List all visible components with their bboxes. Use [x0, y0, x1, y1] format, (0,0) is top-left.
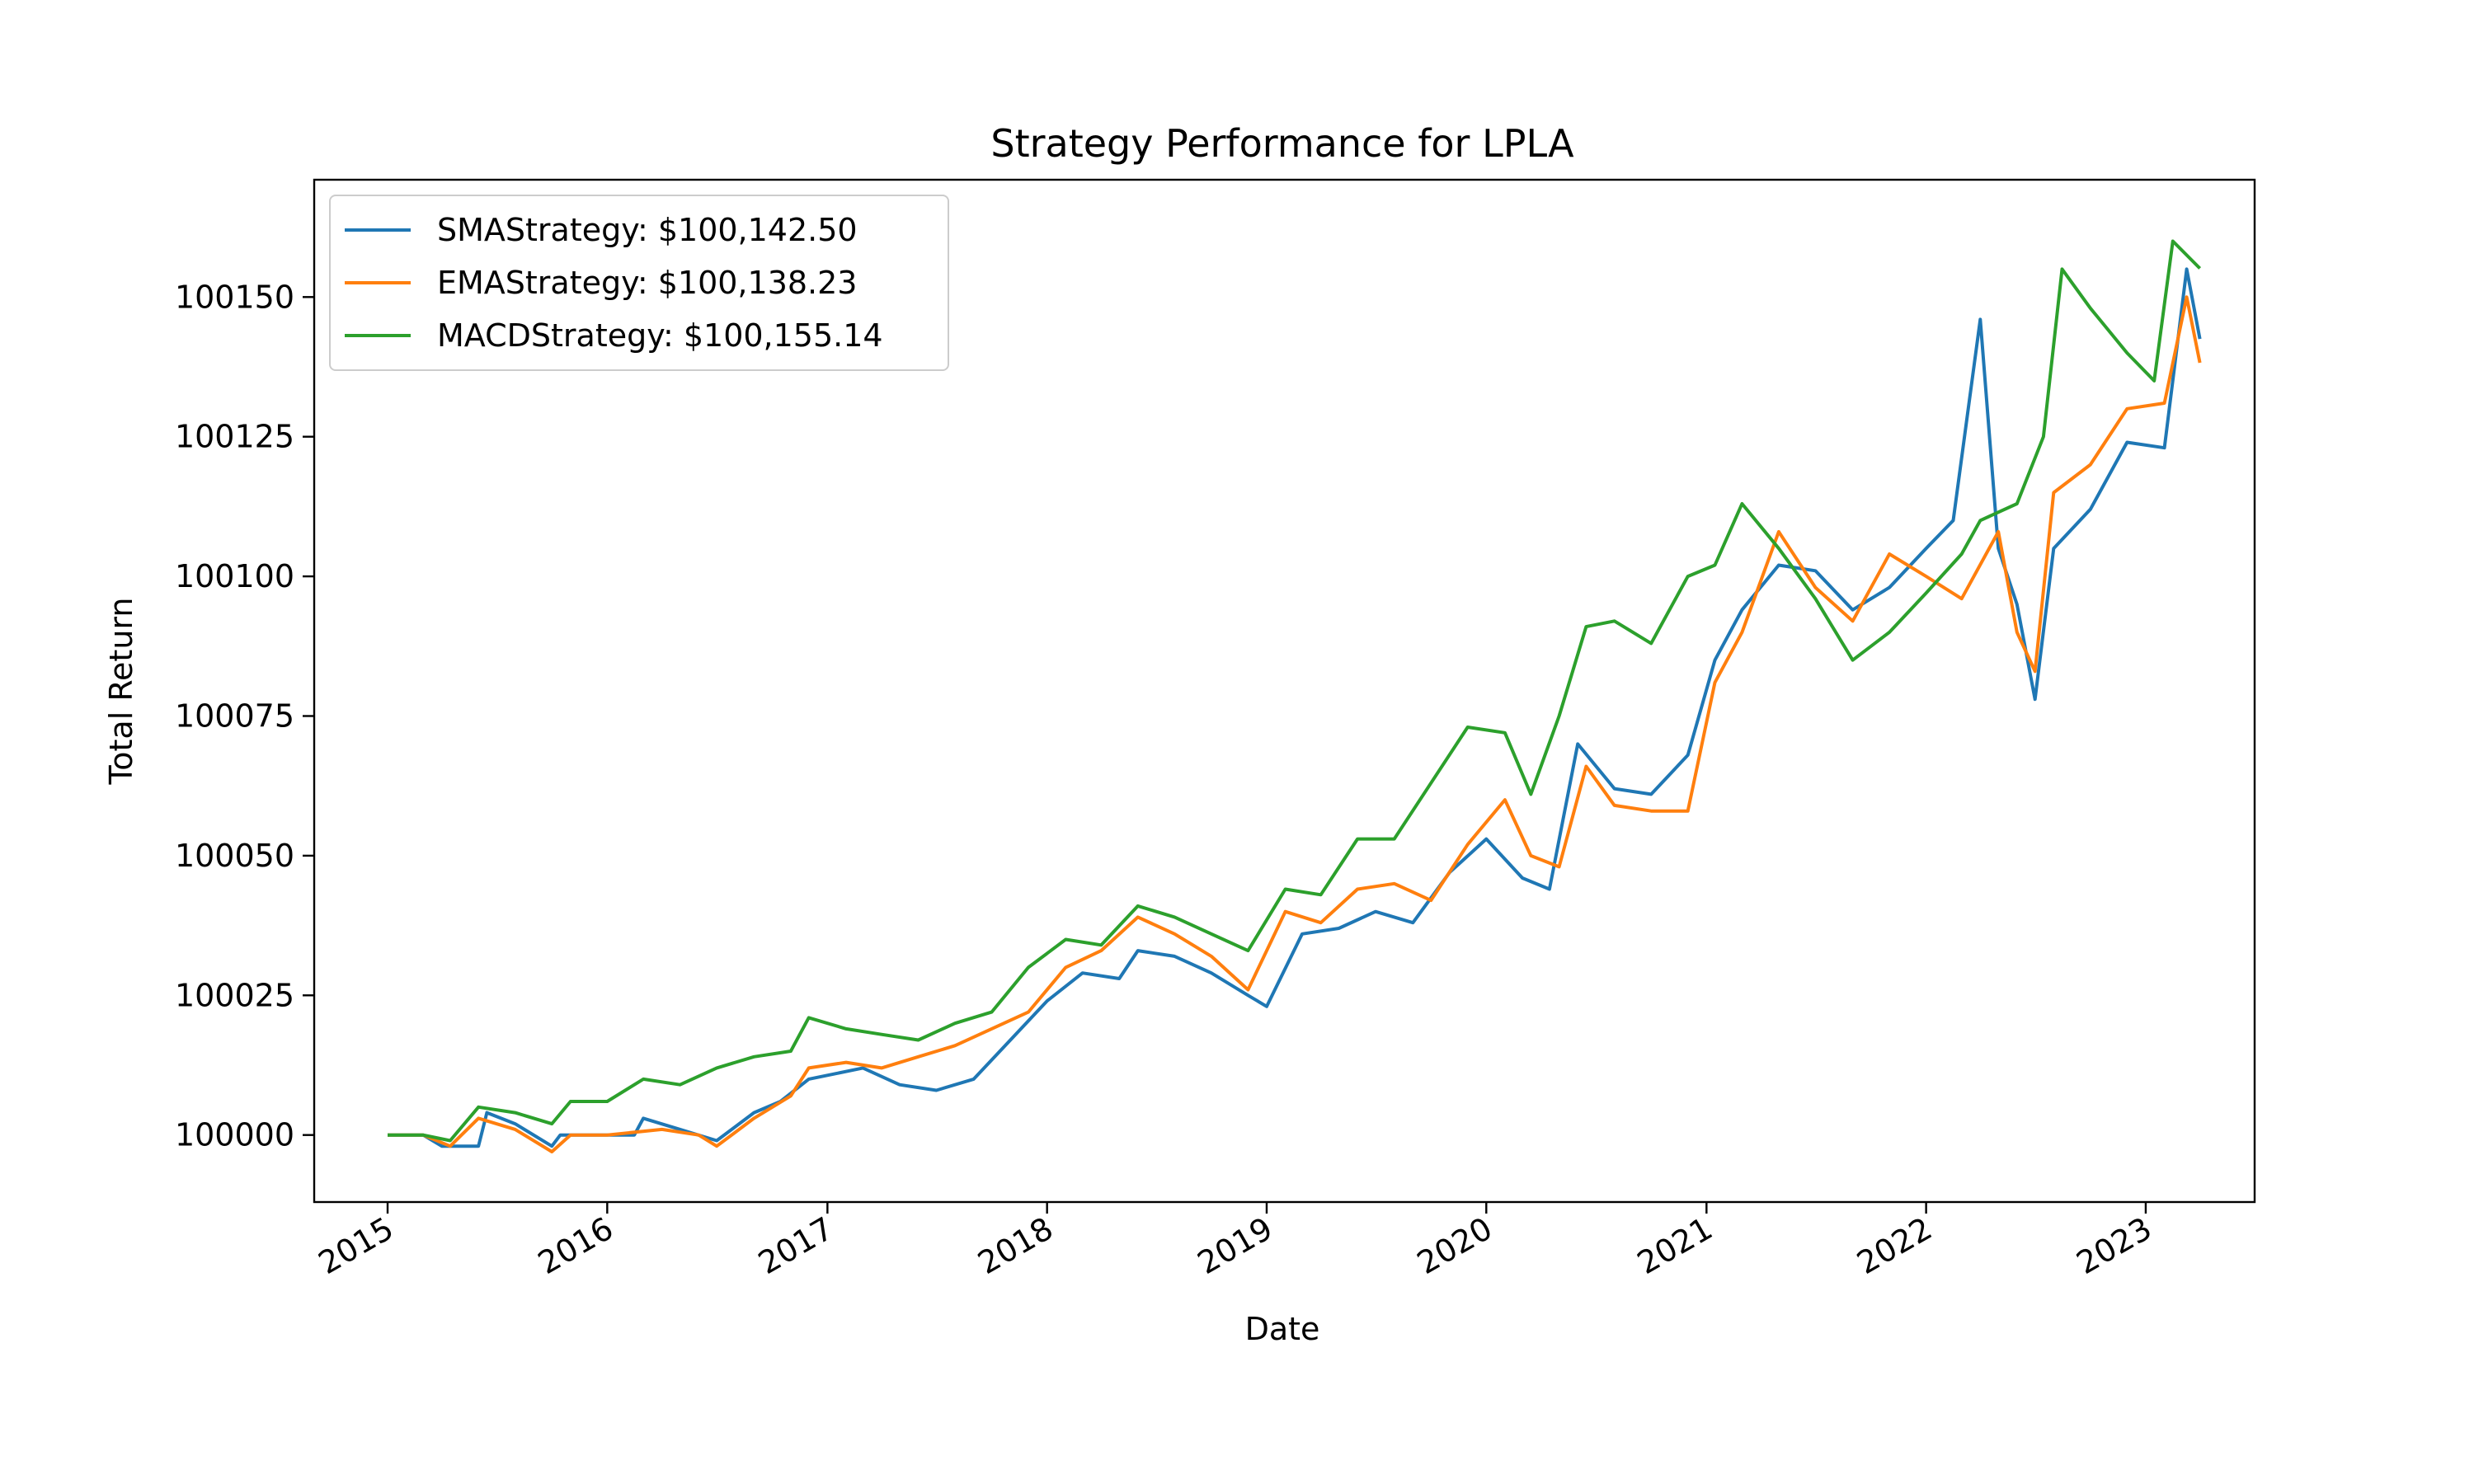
series-line-0: [388, 267, 2202, 1148]
y-tick-label: 100150: [175, 279, 294, 315]
legend: SMAStrategy: $100,142.50 EMAStrategy: $10…: [329, 195, 949, 371]
series-line-2: [388, 239, 2202, 1143]
legend-box: [329, 195, 949, 371]
plot-area-frame: [313, 178, 2256, 1204]
legend-label: MACDStrategy: $100,155.14: [437, 317, 883, 354]
y-tick-label: 100025: [175, 977, 294, 1013]
chart-title: Strategy Performance for LPLA: [990, 121, 1574, 166]
y-tick-label: 100000: [175, 1117, 294, 1153]
y-tick-label: 100125: [175, 419, 294, 455]
y-tick-label: 100075: [175, 697, 294, 734]
x-axis-title: Date: [1245, 1311, 1320, 1347]
y-axis-title: Total Return: [103, 598, 139, 786]
y-tick-label: 100050: [175, 838, 294, 874]
legend-label: SMAStrategy: $100,142.50: [437, 212, 858, 248]
series-line-1: [388, 295, 2202, 1153]
legend-label: EMAStrategy: $100,138.23: [437, 265, 857, 301]
y-axis: 100000 100025 100050 100075 100100 100125 1001…: [175, 279, 314, 1153]
y-tick-label: 100100: [175, 558, 294, 594]
series-layer: [388, 239, 2202, 1153]
